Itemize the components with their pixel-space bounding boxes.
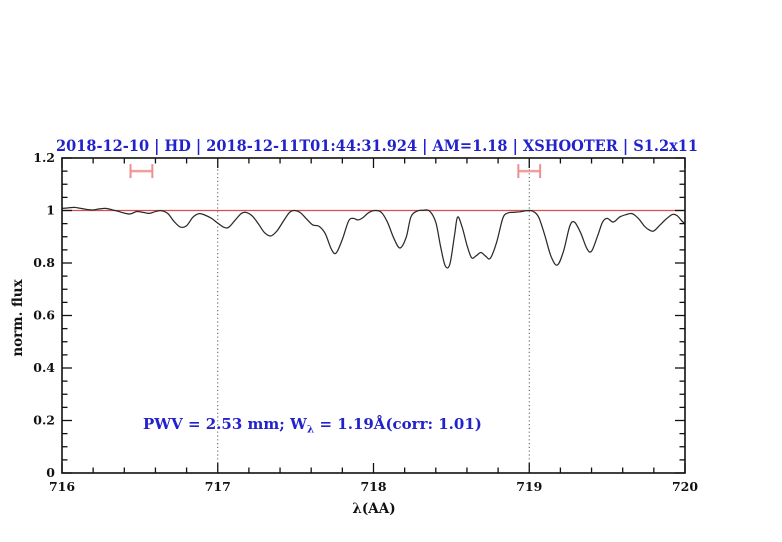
annotation-pwv: PWV = 2.53 mm; Wλ = 1.19Å(corr: 1.01) xyxy=(143,415,482,436)
x-axis-label: λ(AA) xyxy=(352,501,395,517)
y-tick-label: 0.2 xyxy=(33,413,55,428)
annotation-part2: = 1.19Å(corr: 1.01) xyxy=(314,415,482,433)
spectrum-line xyxy=(61,206,686,269)
range-markers-group xyxy=(129,164,542,179)
axes-group: 716 717 718 719 720 0 0.2 0.4 0.6 0.8 1 1.2 xyxy=(33,150,698,494)
y-tick-label: 0.4 xyxy=(33,360,55,375)
plot-title: 2018-12-10 | HD | 2018-12-11T01:44:31.92… xyxy=(56,136,698,155)
y-tick-label: 0.8 xyxy=(33,255,55,270)
y-axis-label: norm. flux xyxy=(10,278,26,356)
annotation-part1: PWV = 2.53 mm; W xyxy=(143,415,308,433)
x-tick-label: 718 xyxy=(360,479,386,494)
y-tick-label: 1.2 xyxy=(33,150,55,165)
y-tick-label: 0 xyxy=(46,465,55,480)
x-tick-label: 717 xyxy=(205,479,231,494)
spectrum-series-group xyxy=(61,206,686,269)
x-tick-label: 716 xyxy=(49,479,75,494)
annotation-lambda-sub: λ xyxy=(307,424,314,436)
x-tick-label: 720 xyxy=(672,479,698,494)
y-tick-label: 1 xyxy=(46,203,55,218)
x-tick-label: 719 xyxy=(516,479,542,494)
y-tick-label: 0.6 xyxy=(33,308,55,323)
